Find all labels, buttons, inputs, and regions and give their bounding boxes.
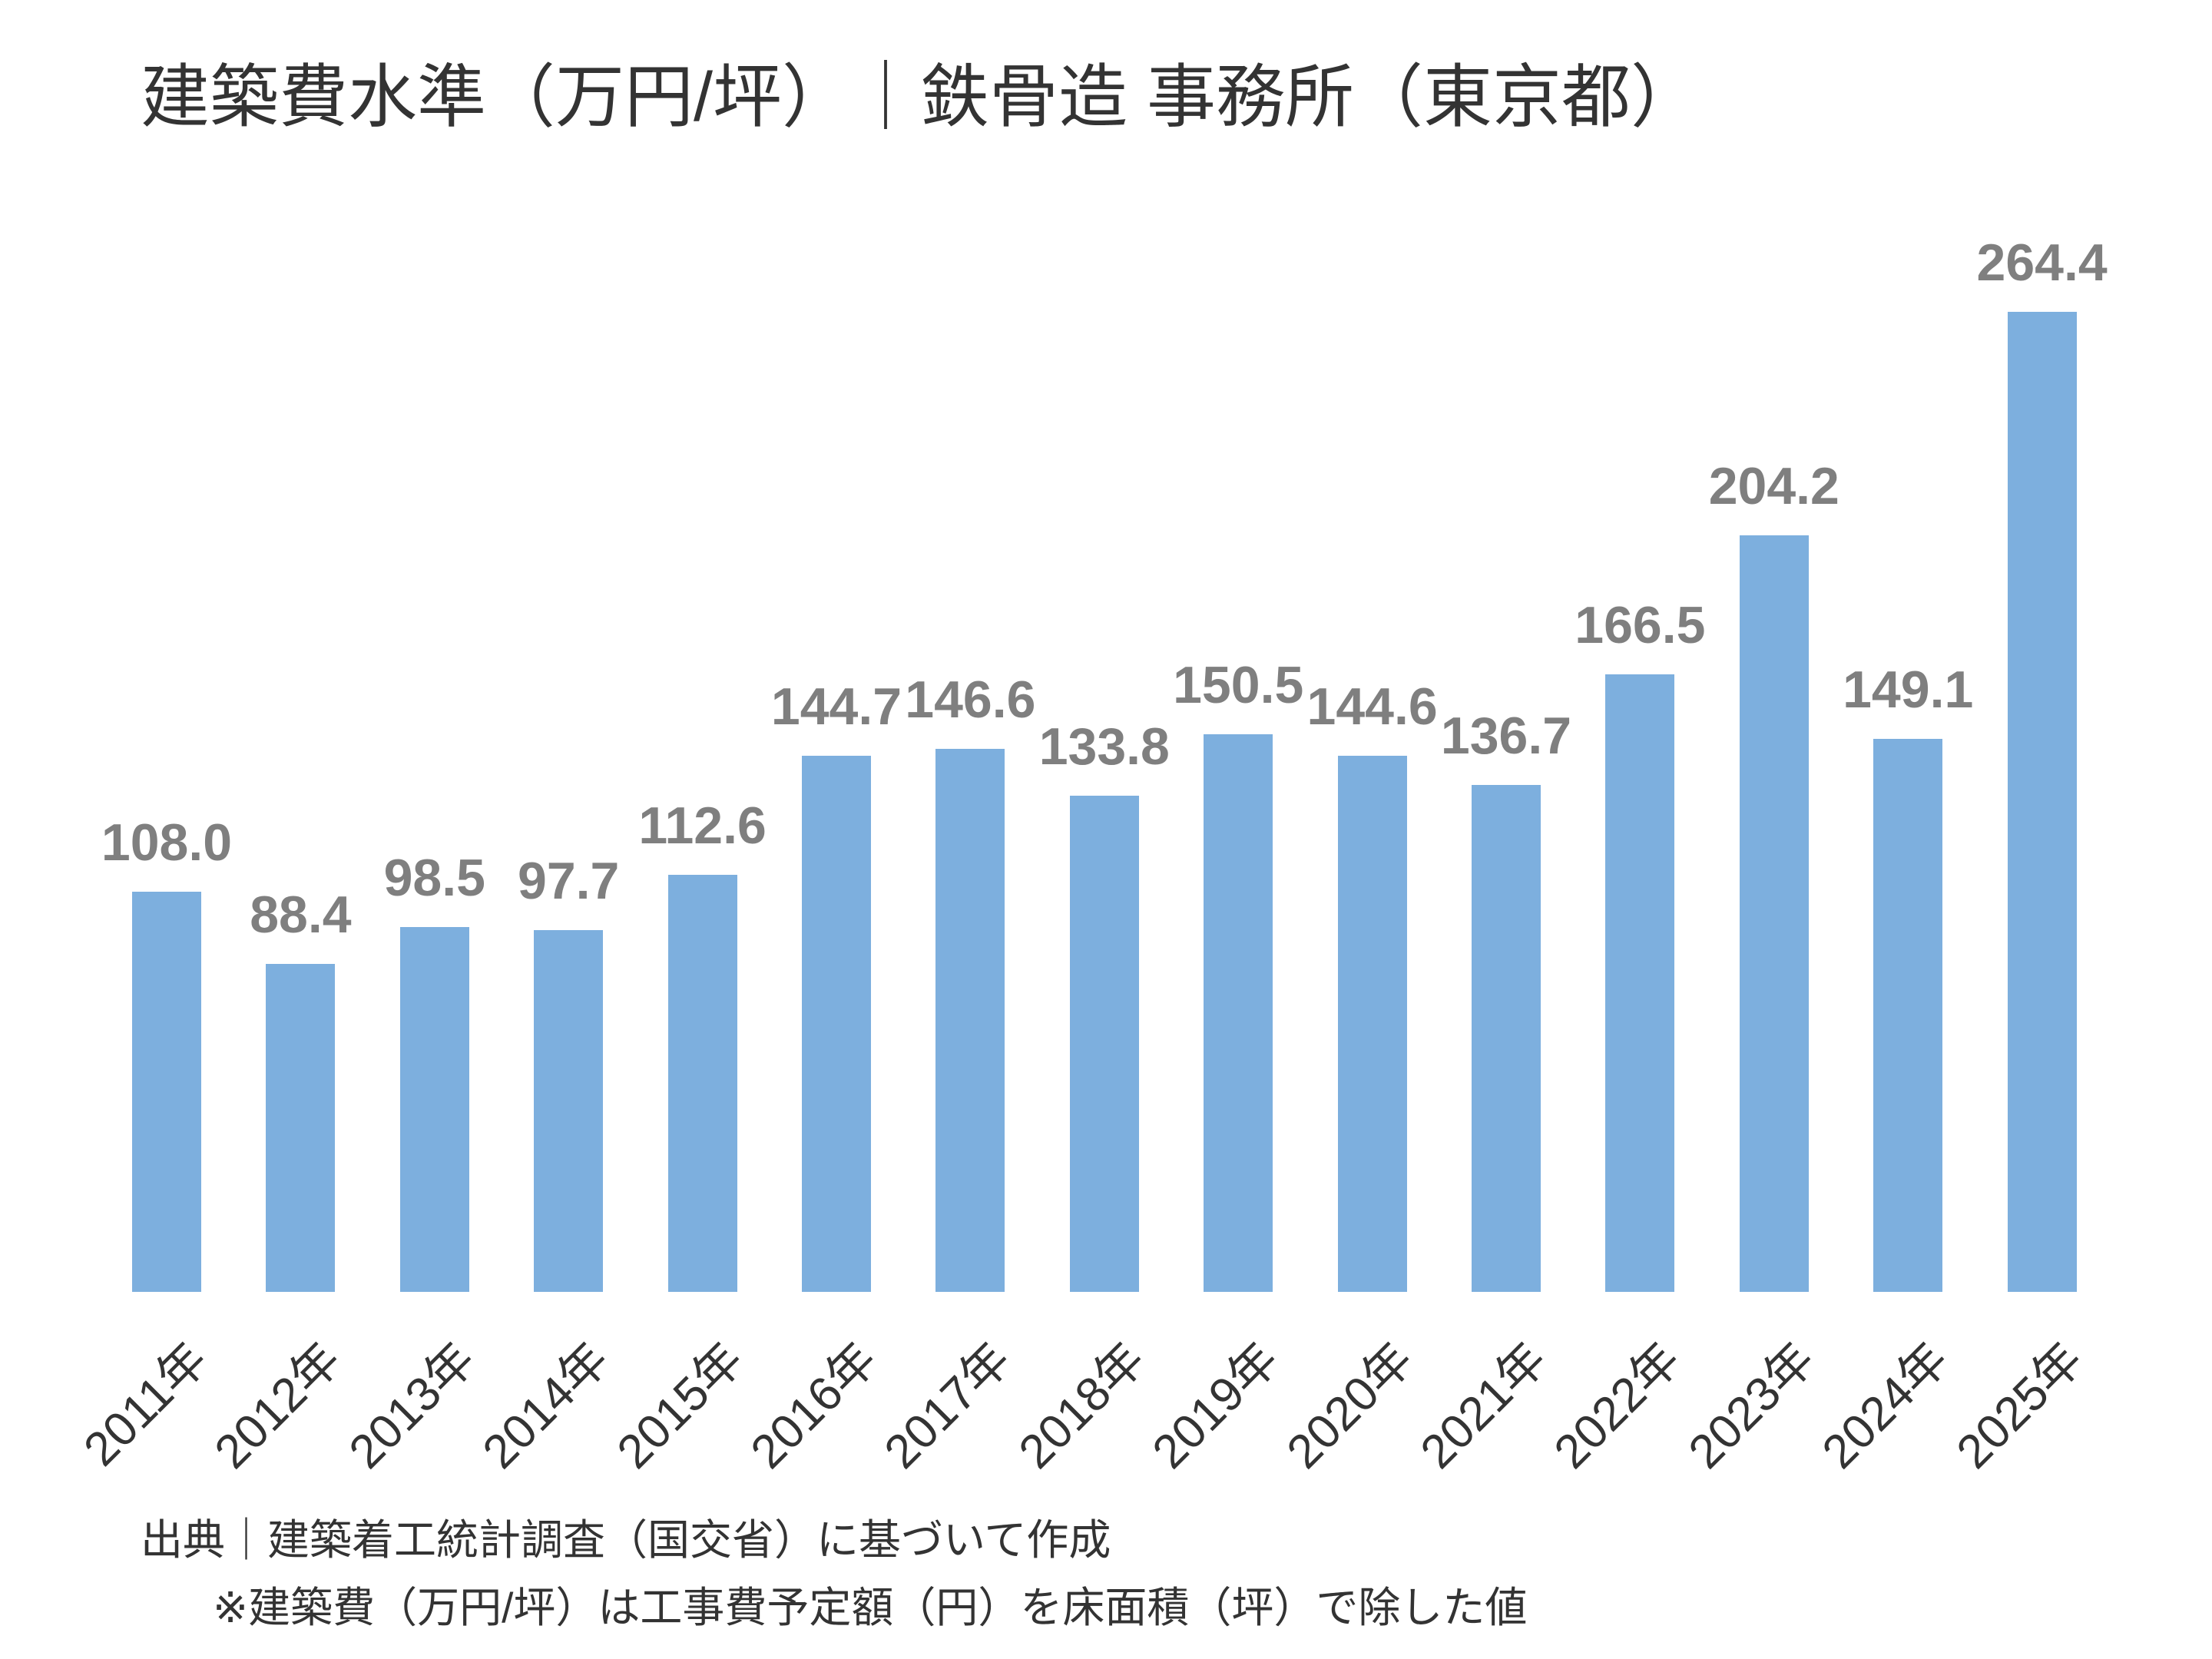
- bar-column: 97.7: [502, 851, 635, 1292]
- bar: [801, 755, 871, 1292]
- bar-column: 146.6: [903, 674, 1037, 1292]
- bar-value-label: 88.4: [250, 886, 352, 945]
- bar: [1337, 756, 1407, 1292]
- bar-column: 264.4: [1975, 237, 2108, 1292]
- bar-value-label: 136.7: [1440, 707, 1572, 766]
- bar: [2007, 312, 2077, 1292]
- x-axis-label: 2018年: [1008, 1333, 1155, 1479]
- bar-column: 144.6: [1305, 680, 1439, 1292]
- bar-column: 98.5: [368, 852, 502, 1292]
- bar: [1605, 674, 1675, 1292]
- x-axis-label: 2017年: [875, 1333, 1022, 1479]
- bar-value-label: 146.6: [905, 670, 1036, 729]
- bar: [131, 891, 201, 1292]
- x-axis-label: 2014年: [472, 1333, 620, 1479]
- bar: [1471, 785, 1541, 1292]
- x-axis-label: 2015年: [607, 1333, 753, 1479]
- bar: [1739, 535, 1809, 1292]
- bar-value-label: 204.2: [1708, 456, 1839, 515]
- bar-value-label: 97.7: [518, 851, 620, 910]
- x-axis-label: 2016年: [740, 1333, 887, 1479]
- bar-value-label: 264.4: [1976, 233, 2108, 293]
- bar-value-label: 133.8: [1038, 717, 1170, 777]
- bar-value-label: 112.6: [638, 796, 767, 855]
- bar-column: 136.7: [1439, 710, 1573, 1292]
- source-note: 出典｜建築着工統計調査（国交省）に基づいて作成: [141, 1516, 1111, 1564]
- bar-value-label: 108.0: [101, 813, 233, 872]
- x-axis-label: 2012年: [205, 1333, 352, 1479]
- x-axis-label: 2020年: [1277, 1333, 1423, 1479]
- bar-column: 166.5: [1573, 599, 1707, 1292]
- bar-value-label: 166.5: [1575, 596, 1706, 655]
- bar: [1069, 796, 1139, 1292]
- x-axis-label: 2013年: [339, 1333, 485, 1479]
- bar: [266, 964, 336, 1292]
- x-axis-label: 2023年: [1678, 1333, 1825, 1479]
- bar: [534, 929, 604, 1292]
- calculation-note: ※建築費（万円/坪）は工事費予定額（円）を床面積（坪）で除した値: [213, 1584, 1528, 1631]
- bar-column: 108.0: [100, 816, 233, 1292]
- x-axis-label: 2021年: [1410, 1333, 1557, 1479]
- bar-value-label: 144.7: [770, 677, 902, 736]
- x-axis-label: 2022年: [1545, 1333, 1691, 1479]
- bar: [667, 874, 737, 1292]
- bar: [1873, 739, 1943, 1292]
- x-axis-label: 2019年: [1142, 1333, 1290, 1479]
- bar: [399, 926, 469, 1292]
- bar-column: 204.2: [1707, 460, 1841, 1292]
- bar: [935, 748, 1005, 1292]
- bar-value-label: 149.1: [1843, 661, 1974, 720]
- bar: [1204, 733, 1273, 1292]
- bar-column: 88.4: [233, 889, 367, 1292]
- x-axis-label: 2025年: [1946, 1333, 2093, 1479]
- bar-column: 133.8: [1038, 720, 1171, 1292]
- bar-column: 149.1: [1841, 664, 1975, 1292]
- x-axis-label: 2024年: [1812, 1333, 1959, 1479]
- bar-value-label: 144.6: [1306, 677, 1438, 737]
- x-axis-label: 2011年: [74, 1333, 217, 1477]
- bar-column: 112.6: [635, 800, 769, 1292]
- bar-column: 144.7: [770, 680, 903, 1292]
- bar-value-label: 98.5: [383, 848, 485, 907]
- bar-value-label: 150.5: [1173, 655, 1304, 714]
- bar-column: 150.5: [1171, 659, 1305, 1292]
- chart-title: 建築費水準（万円/坪）｜鉄骨造 事務所（東京都）: [141, 59, 1700, 136]
